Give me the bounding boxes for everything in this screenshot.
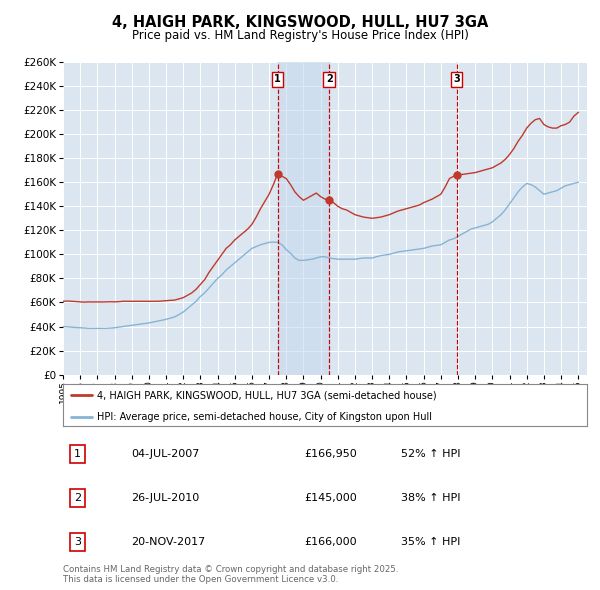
Text: HPI: Average price, semi-detached house, City of Kingston upon Hull: HPI: Average price, semi-detached house,…	[97, 412, 432, 422]
Text: £145,000: £145,000	[304, 493, 356, 503]
Text: 1: 1	[74, 450, 81, 459]
Text: 52% ↑ HPI: 52% ↑ HPI	[401, 450, 460, 459]
Text: 4, HAIGH PARK, KINGSWOOD, HULL, HU7 3GA (semi-detached house): 4, HAIGH PARK, KINGSWOOD, HULL, HU7 3GA …	[97, 391, 437, 401]
Text: £166,950: £166,950	[304, 450, 356, 459]
Text: 38% ↑ HPI: 38% ↑ HPI	[401, 493, 460, 503]
Text: 2: 2	[74, 493, 81, 503]
Text: 20-NOV-2017: 20-NOV-2017	[131, 537, 205, 546]
Text: 1: 1	[274, 74, 281, 84]
Text: 2: 2	[326, 74, 332, 84]
Text: 26-JUL-2010: 26-JUL-2010	[131, 493, 199, 503]
Text: Price paid vs. HM Land Registry's House Price Index (HPI): Price paid vs. HM Land Registry's House …	[131, 29, 469, 42]
Text: 3: 3	[453, 74, 460, 84]
Text: 35% ↑ HPI: 35% ↑ HPI	[401, 537, 460, 546]
Text: 3: 3	[74, 537, 81, 546]
Text: Contains HM Land Registry data © Crown copyright and database right 2025.
This d: Contains HM Land Registry data © Crown c…	[63, 565, 398, 584]
Bar	[278, 62, 329, 375]
Text: 4, HAIGH PARK, KINGSWOOD, HULL, HU7 3GA: 4, HAIGH PARK, KINGSWOOD, HULL, HU7 3GA	[112, 15, 488, 30]
Text: 04-JUL-2007: 04-JUL-2007	[131, 450, 199, 459]
Text: £166,000: £166,000	[304, 537, 356, 546]
